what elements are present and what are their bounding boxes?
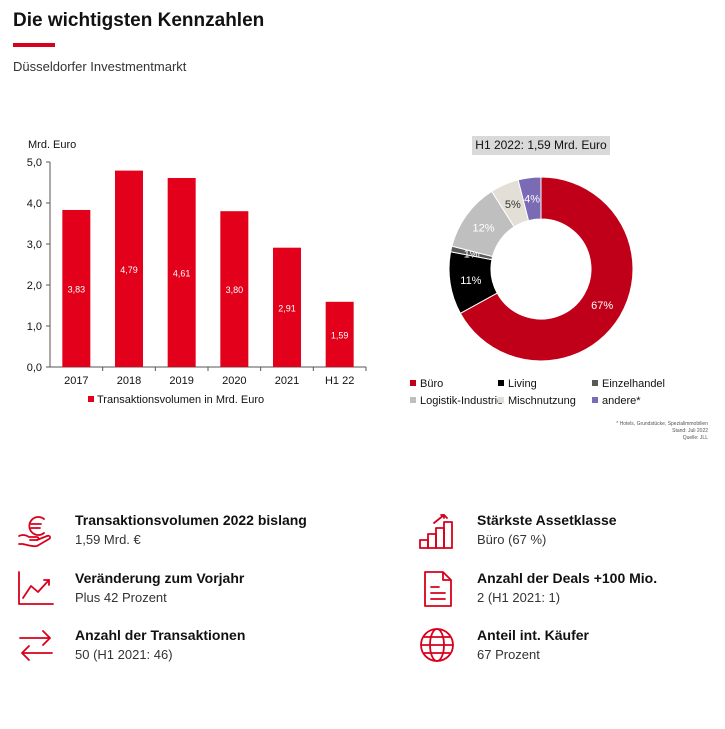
kpi-title: Anteil int. Käufer	[477, 627, 590, 643]
document-icon	[424, 571, 452, 607]
y-tick-label: 0,0	[27, 362, 42, 374]
kpi-title: Anzahl der Deals +100 Mio.	[477, 570, 658, 586]
x-tick-label: 2018	[117, 375, 141, 387]
kpi-deals: Anzahl der Deals +100 Mio. 2 (H1 2021: 1…	[419, 570, 725, 614]
y-tick-label: 5,0	[27, 157, 42, 169]
kpi-value: 50 (H1 2021: 46)	[75, 647, 173, 662]
bar	[115, 170, 143, 367]
x-tick-label: 2019	[169, 375, 193, 387]
donut-slice-label: 5%	[505, 199, 521, 211]
bar	[220, 211, 249, 367]
page-subtitle: Düsseldorfer Investmentmarkt	[13, 59, 187, 74]
rising-bars-icon	[419, 514, 453, 549]
kpi-transaktionsvolumen: Transaktionsvolumen 2022 bislang 1,59 Mr…	[17, 512, 337, 556]
donut-chart-title: H1 2022: 1,59 Mrd. Euro	[472, 136, 610, 155]
legend-label: Logistik-Industrie	[420, 395, 504, 407]
footnote-line: Quelle: JLL	[682, 435, 708, 441]
x-tick-label: 2021	[275, 375, 299, 387]
x-tick-label: H1 22	[325, 375, 354, 387]
footnote-line: Stand: Juli 2022	[672, 428, 708, 434]
bar	[62, 209, 91, 367]
footnote-line: * Hotels, Grundstücke, Spezialimmobilien	[616, 421, 708, 427]
bar-value-label: 4,79	[120, 265, 138, 275]
legend-item-buero: Büro	[410, 378, 443, 390]
donut-slice	[517, 176, 542, 222]
bar	[325, 301, 354, 367]
donut-slice-label: 11%	[460, 275, 481, 287]
donut-chart: 67%11%1%12%5% 4%	[448, 176, 634, 362]
kpi-title: Transaktionsvolumen 2022 bislang	[75, 512, 307, 528]
legend-label: Einzelhandel	[602, 378, 665, 390]
y-tick-label: 3,0	[27, 239, 42, 251]
legend-item-logistik: Logistik-Industrie	[410, 395, 503, 407]
kpi-title: Veränderung zum Vorjahr	[75, 570, 245, 586]
bar	[167, 177, 196, 367]
kpi-value: Büro (67 %)	[477, 532, 547, 547]
bar-legend-label: Transaktionsvolumen in Mrd. Euro	[97, 394, 264, 406]
kpi-value: 2 (H1 2021: 1)	[477, 590, 561, 605]
euro-hand-icon	[18, 516, 51, 548]
legend-label: Living	[508, 378, 537, 390]
donut-slice	[459, 176, 634, 362]
bar-value-label: 4,61	[173, 268, 191, 278]
legend-label: Büro	[420, 378, 444, 390]
legend-label: Mischnutzung	[508, 395, 576, 407]
kpi-assetklasse: Stärkste Assetklasse Büro (67 %)	[419, 512, 725, 556]
y-axis-label: Mrd. Euro	[28, 139, 76, 151]
legend-item-einzelhandel: Einzelhandel	[592, 378, 665, 390]
bar	[273, 247, 301, 367]
legend-item-andere: andere*	[592, 395, 641, 407]
globe-icon	[420, 628, 454, 662]
kpi-value: Plus 42 Prozent	[75, 590, 167, 605]
bar-chart: Mrd. Euro 0,0 1,0 2,0 3,0 4,0 5,0 3,83 2017 4,79 2…	[27, 139, 367, 406]
legend-item-misch: Mischnutzung	[498, 395, 576, 407]
chart-footnote: * Hotels, Grundstücke, Spezialimmobilien…	[508, 421, 708, 442]
legend-label: andere*	[602, 395, 641, 407]
donut-slice-label: 67%	[591, 300, 613, 312]
kpi-title: Anzahl der Transaktionen	[75, 627, 246, 643]
kpi-veraenderung: Veränderung zum Vorjahr Plus 42 Prozent	[17, 570, 337, 614]
kpi-transaktionen: Anzahl der Transaktionen 50 (H1 2021: 46…	[17, 627, 337, 671]
y-tick-label: 4,0	[27, 198, 42, 210]
legend-item-living: Living	[498, 378, 537, 390]
exchange-arrows-icon	[19, 630, 53, 661]
bar-value-label: 3,80	[226, 285, 244, 295]
x-tick-label: 2017	[64, 375, 88, 387]
x-tick-label: 2020	[222, 375, 246, 387]
donut-slice-label: 4%	[524, 194, 540, 206]
donut-slice-label: 12%	[473, 222, 495, 234]
y-tick-label: 1,0	[27, 321, 42, 333]
kpi-title: Stärkste Assetklasse	[477, 512, 617, 528]
bar-value-label: 2,91	[278, 303, 296, 313]
title-underline	[13, 43, 55, 47]
y-tick-label: 2,0	[27, 280, 42, 292]
kpi-int-kaeufer: Anteil int. Käufer 67 Prozent	[419, 627, 725, 671]
bar-value-label: 3,83	[68, 284, 86, 294]
kpi-value: 1,59 Mrd. €	[75, 532, 141, 547]
bar-value-label: 1,59	[331, 330, 349, 340]
legend-swatch-transaktionsvolumen	[88, 396, 94, 402]
trend-chart-icon	[18, 571, 54, 605]
kpi-value: 67 Prozent	[477, 647, 540, 662]
page-title: Die wichtigsten Kennzahlen	[13, 10, 265, 31]
